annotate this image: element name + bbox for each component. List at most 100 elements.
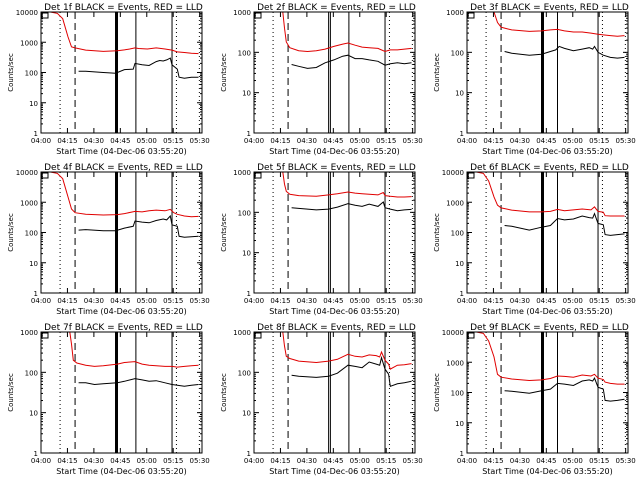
y-axis-label: Counts/sec [7, 373, 15, 412]
y-tick-label: 1000 [446, 9, 464, 17]
y-tick-label: 1 [34, 290, 38, 298]
x-tick-label: 04:00 [457, 297, 477, 305]
y-tick-label: 1000 [20, 329, 38, 337]
y-tick-label: 10 [242, 90, 251, 98]
x-axis-label: Start Time (04-Dec-06 03:55:20) [269, 467, 400, 476]
plot-frame [253, 11, 416, 134]
y-tick-label: 1 [460, 130, 464, 138]
series-lld [282, 331, 412, 370]
y-axis-label: Counts/sec [220, 53, 228, 92]
y-tick-label: 100 [238, 369, 251, 377]
series-events [291, 355, 412, 387]
y-tick-label: 10 [455, 260, 464, 268]
panel-title: Det 4f BLACK = Events, RED = LLD [44, 163, 203, 173]
x-tick-label: 04:30 [510, 457, 530, 465]
x-tick-label: 05:30 [190, 297, 210, 305]
x-tick-label: 04:45 [536, 457, 556, 465]
x-tick-label: 05:15 [163, 297, 183, 305]
x-axis-label: Start Time (04-Dec-06 03:55:20) [269, 307, 400, 316]
y-tick-label: 10 [29, 410, 38, 418]
y-tick-label: 100 [451, 49, 464, 57]
x-tick-label: 05:30 [616, 137, 636, 145]
flag-marker-box [467, 332, 475, 339]
x-tick-label: 04:00 [31, 137, 51, 145]
x-tick-label: 04:00 [457, 137, 477, 145]
series-events [291, 54, 412, 69]
flag-marker-box [41, 172, 49, 179]
y-tick-label: 1 [34, 450, 38, 458]
y-tick-label: 10 [455, 420, 464, 428]
y-tick-label: 1 [247, 450, 251, 458]
series-lld [41, 171, 199, 218]
x-tick-label: 05:15 [376, 457, 396, 465]
x-tick-label: 04:30 [84, 297, 104, 305]
plot-frame [466, 11, 629, 134]
y-axis-label: Counts/sec [220, 373, 228, 412]
x-tick-label: 05:15 [163, 457, 183, 465]
y-tick-label: 10 [29, 100, 38, 108]
y-tick-label: 1000 [446, 199, 464, 207]
x-tick-label: 04:45 [323, 457, 343, 465]
y-tick-label: 100 [25, 369, 38, 377]
x-tick-label: 05:15 [589, 297, 609, 305]
y-tick-label: 10 [455, 90, 464, 98]
y-tick-label: 1000 [233, 169, 251, 177]
y-tick-label: 10000 [16, 169, 38, 177]
y-axis-label: Counts/sec [433, 53, 441, 92]
x-tick-label: 05:30 [190, 457, 210, 465]
panel-title: Det 6f BLACK = Events, RED = LLD [470, 163, 629, 173]
y-axis-label: Counts/sec [220, 213, 228, 252]
y-tick-label: 1 [34, 130, 38, 138]
x-tick-label: 04:30 [297, 137, 317, 145]
y-tick-label: 1 [460, 290, 464, 298]
y-tick-label: 10000 [16, 9, 38, 17]
x-tick-label: 05:00 [350, 137, 370, 145]
detector-panel-4: Det 4f BLACK = Events, RED = LLD 1 10 100 10… [7, 163, 210, 316]
x-tick-label: 05:00 [563, 297, 583, 305]
x-tick-label: 04:30 [510, 297, 530, 305]
x-tick-label: 05:15 [589, 457, 609, 465]
series-lld [467, 171, 625, 217]
panel-title: Det 8f BLACK = Events, RED = LLD [257, 323, 416, 333]
x-tick-label: 05:00 [350, 297, 370, 305]
y-tick-label: 100 [238, 209, 251, 217]
panel-title: Det 9f BLACK = Events, RED = LLD [470, 323, 629, 333]
y-axis-label: Counts/sec [433, 373, 441, 412]
series-events [78, 57, 199, 79]
flag-marker-box [467, 172, 475, 179]
y-tick-label: 100 [25, 70, 38, 78]
detector-panel-7: Det 7f BLACK = Events, RED = LLD 1 10 100 10… [7, 323, 210, 476]
detector-panel-3: Det 3f BLACK = Events, RED = LLD 1 10 100 10… [433, 3, 636, 156]
x-tick-label: 04:00 [244, 457, 264, 465]
x-tick-label: 04:15 [483, 457, 503, 465]
x-tick-label: 05:15 [589, 137, 609, 145]
plot-frame [40, 171, 203, 294]
y-tick-label: 1000 [233, 9, 251, 17]
x-tick-label: 04:45 [536, 137, 556, 145]
x-axis-label: Start Time (04-Dec-06 03:55:20) [269, 147, 400, 156]
x-tick-label: 04:30 [297, 457, 317, 465]
x-tick-label: 04:30 [84, 457, 104, 465]
x-tick-label: 05:30 [616, 297, 636, 305]
y-tick-label: 1000 [446, 359, 464, 367]
x-tick-label: 05:00 [137, 297, 157, 305]
x-tick-label: 05:00 [137, 137, 157, 145]
series-lld [41, 11, 199, 55]
x-tick-label: 05:00 [350, 457, 370, 465]
x-tick-label: 04:15 [57, 297, 77, 305]
x-tick-label: 04:00 [31, 297, 51, 305]
x-tick-label: 04:00 [244, 137, 264, 145]
x-tick-label: 04:45 [110, 297, 130, 305]
plot-frame [253, 331, 416, 454]
flag-marker-box [41, 12, 49, 19]
panel-title: Det 2f BLACK = Events, RED = LLD [257, 3, 416, 13]
x-tick-label: 04:45 [323, 297, 343, 305]
x-tick-label: 05:30 [403, 457, 423, 465]
series-lld [493, 11, 625, 37]
x-tick-label: 05:00 [563, 137, 583, 145]
series-events [504, 45, 625, 59]
y-tick-label: 1 [247, 130, 251, 138]
x-tick-label: 05:30 [190, 137, 210, 145]
x-axis-label: Start Time (04-Dec-06 03:55:20) [56, 147, 187, 156]
detector-panel-1: Det 1f BLACK = Events, RED = LLD 1 10 100 10… [7, 3, 210, 156]
